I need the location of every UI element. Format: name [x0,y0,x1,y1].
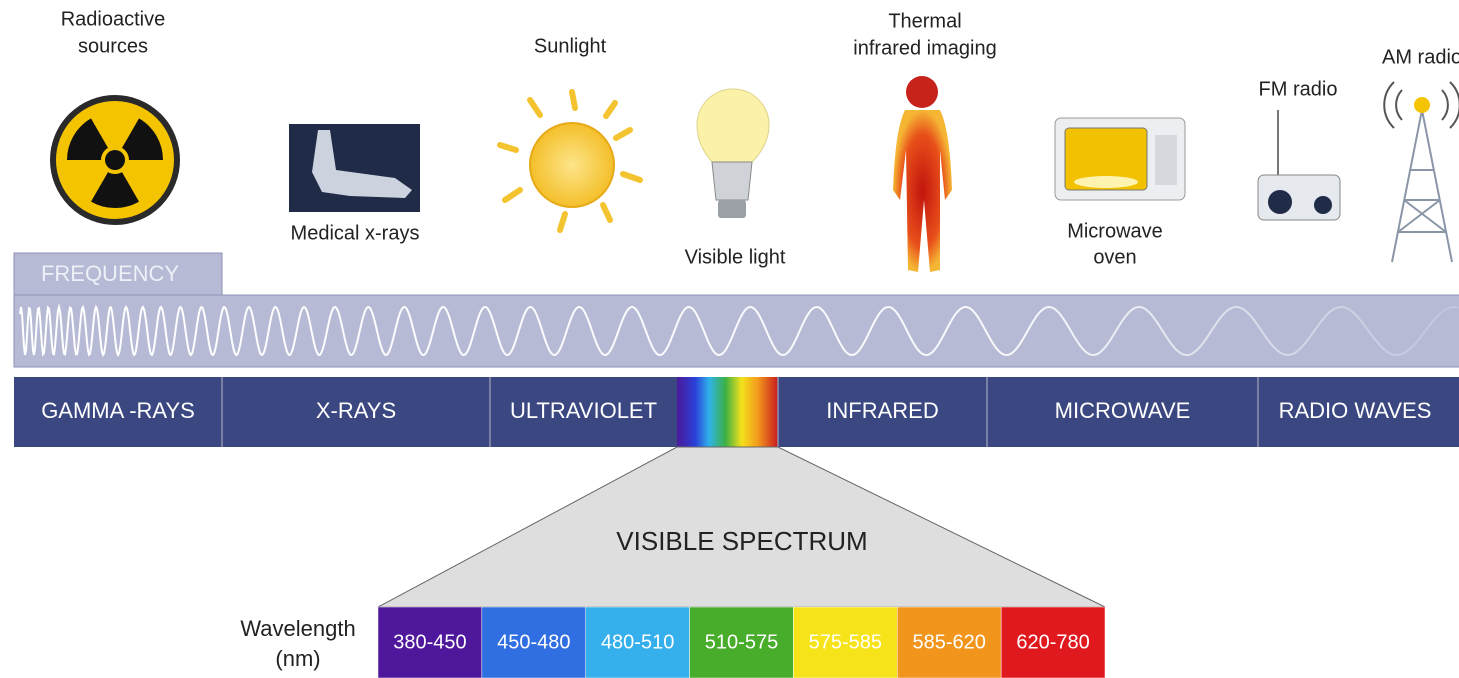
spectrum-diagram: Radioactive sources Medical x-rays Sunli… [0,0,1459,678]
fm-radio-icon [1258,110,1340,220]
band-label: MICROWAVE [1055,398,1191,423]
range-label: 480-510 [601,631,674,653]
range-label: 380-450 [393,631,466,653]
bulb-icon [697,89,769,218]
source-label: Radioactive [61,8,166,30]
source-label: AM radio [1382,46,1459,68]
band-label: ULTRAVIOLET [510,398,657,423]
band-label: GAMMA -RAYS [41,398,195,423]
source-label: FM radio [1259,78,1338,100]
sun-icon [500,92,640,230]
source-label: Medical x-rays [291,222,420,244]
source-label: Thermal [888,10,961,32]
range-label: 575-585 [809,631,882,653]
source-label: Sunlight [534,35,607,57]
xray-icon [289,124,420,212]
source-label: infrared imaging [853,37,996,59]
frequency-label: FREQUENCY [41,261,179,286]
am-tower-icon [1384,82,1459,262]
range-label: 585-620 [913,631,986,653]
visible-band [677,377,778,447]
band-label: INFRARED [826,398,938,423]
source-label: oven [1093,246,1136,268]
microwave-icon [1055,118,1185,200]
source-label: Microwave [1067,220,1163,242]
visible-title: VISIBLE SPECTRUM [616,526,867,556]
page: Radioactive sources Medical x-rays Sunli… [0,0,1459,678]
band-label: X-RAYS [316,398,396,423]
source-label: sources [78,35,148,57]
range-label: 620-780 [1016,631,1089,653]
range-label: 510-575 [705,631,778,653]
source-label: Visible light [685,246,786,268]
wavelength-label: (nm) [275,646,320,671]
wavelength-label: Wavelength [240,616,355,641]
thermal-body-icon [893,76,952,272]
range-label: 450-480 [497,631,570,653]
band-label: RADIO WAVES [1279,398,1432,423]
radiation-icon [53,98,177,222]
